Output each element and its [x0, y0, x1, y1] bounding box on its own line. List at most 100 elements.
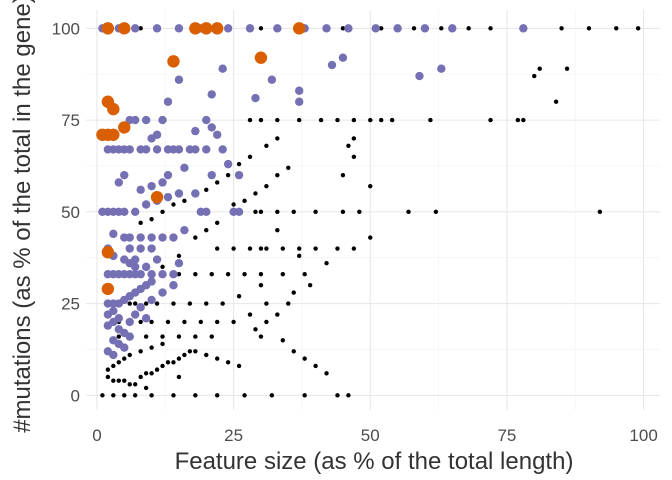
point-medium — [207, 123, 216, 132]
point-small — [122, 378, 127, 383]
point-small — [253, 327, 258, 332]
point-medium — [147, 244, 156, 253]
point-medium — [125, 317, 134, 327]
point-medium — [114, 314, 124, 323]
point-small — [275, 227, 280, 233]
point-small — [171, 202, 176, 207]
point-small — [242, 198, 247, 204]
point-medium — [147, 233, 156, 242]
point-medium — [109, 350, 118, 360]
point-small — [127, 301, 132, 306]
point-small — [247, 246, 253, 251]
point-small — [335, 246, 340, 251]
point-small — [143, 301, 149, 306]
point-small — [515, 117, 521, 123]
point-small — [379, 117, 384, 123]
point-medium — [191, 126, 200, 136]
point-small — [220, 301, 225, 306]
point-medium — [136, 233, 145, 242]
point-medium — [158, 115, 167, 125]
point-small — [127, 352, 132, 358]
point-small — [297, 246, 302, 251]
point-medium — [295, 86, 304, 95]
point-small — [165, 319, 171, 325]
point-small — [351, 246, 357, 251]
point-small — [286, 301, 291, 306]
point-small — [346, 143, 351, 148]
y-axis-ticks: 0 25 50 75 100 — [52, 19, 80, 405]
point-small — [351, 154, 357, 159]
point-small — [258, 117, 264, 123]
point-small — [335, 117, 340, 123]
point-small — [149, 216, 154, 222]
point-small — [116, 334, 122, 339]
point-small — [297, 117, 302, 123]
point-small — [111, 393, 116, 398]
point-small — [280, 338, 285, 343]
point-medium — [141, 115, 151, 125]
point-medium — [245, 24, 255, 33]
point-medium — [213, 130, 222, 139]
point-small — [614, 26, 619, 31]
point-small — [187, 301, 193, 306]
point-medium — [163, 97, 173, 106]
point-small — [193, 235, 198, 240]
series-medium — [98, 24, 528, 360]
point-small — [100, 393, 105, 398]
point-small — [253, 191, 258, 196]
point-large — [101, 246, 115, 259]
point-small — [324, 261, 329, 266]
point-large — [107, 128, 120, 141]
point-small — [439, 26, 444, 31]
point-small — [138, 349, 143, 354]
point-small — [635, 26, 641, 31]
y-tick-label: 50 — [61, 203, 80, 222]
point-small — [215, 246, 220, 251]
point-small — [171, 360, 176, 365]
point-medium — [131, 207, 140, 217]
point-medium — [169, 233, 178, 242]
point-small — [264, 183, 269, 189]
point-small — [105, 367, 111, 372]
point-medium — [169, 281, 178, 290]
point-small — [586, 26, 592, 31]
point-small — [340, 209, 346, 215]
point-small — [160, 264, 165, 270]
point-small — [204, 227, 209, 233]
point-medium — [103, 145, 113, 154]
point-medium — [98, 207, 107, 217]
point-medium — [147, 270, 156, 279]
point-small — [368, 117, 373, 123]
x-tick-label: 0 — [92, 426, 101, 445]
point-medium — [273, 24, 282, 33]
point-small — [379, 26, 384, 31]
point-medium — [371, 24, 380, 33]
point-small — [313, 209, 318, 215]
point-small — [143, 334, 149, 339]
point-small — [204, 301, 209, 306]
point-large — [254, 51, 268, 64]
point-small — [324, 371, 329, 376]
point-medium — [163, 145, 173, 154]
point-small — [302, 272, 307, 277]
point-large — [293, 22, 306, 35]
point-small — [231, 202, 236, 207]
point-small — [138, 374, 143, 380]
point-small — [247, 154, 253, 159]
point-medium — [109, 229, 118, 239]
point-large — [211, 22, 224, 35]
point-small — [236, 161, 242, 167]
point-small — [532, 73, 537, 79]
point-small — [357, 209, 362, 215]
point-small — [127, 382, 132, 387]
point-medium — [420, 24, 430, 33]
point-small — [553, 99, 559, 104]
point-medium — [125, 244, 134, 253]
point-medium — [103, 321, 113, 330]
point-medium — [180, 163, 189, 172]
point-small — [264, 301, 269, 306]
point-small — [225, 272, 231, 277]
point-small — [389, 117, 395, 123]
point-small — [225, 172, 231, 178]
point-medium — [103, 310, 113, 319]
